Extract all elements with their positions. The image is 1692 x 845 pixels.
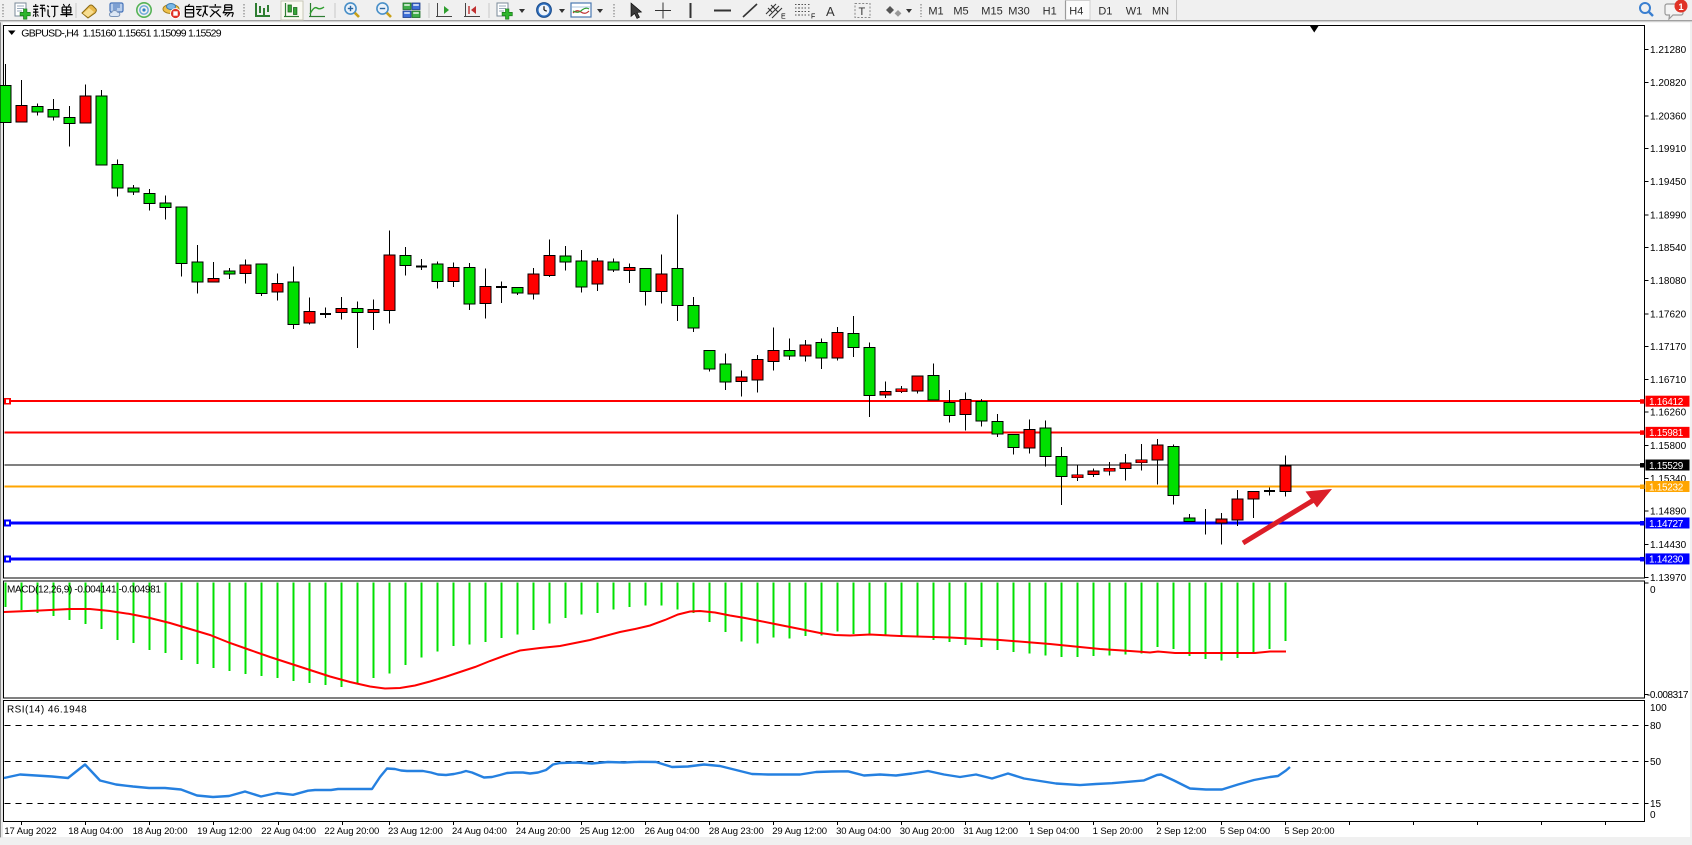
svg-text:1.20360: 1.20360 xyxy=(1650,111,1687,122)
svg-text:1.20820: 1.20820 xyxy=(1650,78,1687,89)
svg-text:2 Sep 12:00: 2 Sep 12:00 xyxy=(1156,826,1206,837)
svg-text:1.14430: 1.14430 xyxy=(1650,540,1687,551)
svg-text:30 Aug 20:00: 30 Aug 20:00 xyxy=(900,826,955,837)
svg-text:1.19910: 1.19910 xyxy=(1650,144,1687,155)
svg-text:1.14230: 1.14230 xyxy=(1649,555,1684,566)
svg-text:H1: H1 xyxy=(1043,6,1057,18)
svg-text:A: A xyxy=(826,4,835,19)
svg-text:100: 100 xyxy=(1650,703,1667,714)
svg-text:1.18080: 1.18080 xyxy=(1650,276,1687,287)
svg-text:1.15529: 1.15529 xyxy=(1649,461,1684,472)
svg-text:5 Sep 20:00: 5 Sep 20:00 xyxy=(1284,826,1334,837)
svg-text:MN: MN xyxy=(1152,6,1169,18)
svg-text:T: T xyxy=(859,6,866,18)
svg-text:18 Aug 20:00: 18 Aug 20:00 xyxy=(133,826,188,837)
svg-text:0: 0 xyxy=(1650,810,1656,821)
svg-text:1 Sep 20:00: 1 Sep 20:00 xyxy=(1093,826,1143,837)
svg-text:1.16260: 1.16260 xyxy=(1650,408,1687,419)
svg-text:F: F xyxy=(811,14,815,21)
svg-text:28 Aug 23:00: 28 Aug 23:00 xyxy=(709,826,764,837)
svg-text:1.18540: 1.18540 xyxy=(1650,243,1687,254)
svg-text:M15: M15 xyxy=(981,6,1002,18)
svg-text:M5: M5 xyxy=(953,6,968,18)
svg-text:22 Aug 04:00: 22 Aug 04:00 xyxy=(261,826,316,837)
svg-text:1.15981: 1.15981 xyxy=(1649,428,1684,439)
svg-text:23 Aug 12:00: 23 Aug 12:00 xyxy=(388,826,443,837)
svg-text:24 Aug 20:00: 24 Aug 20:00 xyxy=(516,826,571,837)
svg-text:1.15232: 1.15232 xyxy=(1649,482,1684,493)
svg-text:1.15340: 1.15340 xyxy=(1650,474,1687,485)
svg-text:RSI(14) 46.1948: RSI(14) 46.1948 xyxy=(7,705,87,716)
svg-text:M1: M1 xyxy=(928,6,943,18)
svg-text:MACD(12,26,9) -0.004141 -0.004: MACD(12,26,9) -0.004141 -0.004981 xyxy=(7,585,161,596)
svg-text:30 Aug 04:00: 30 Aug 04:00 xyxy=(836,826,891,837)
svg-text:1.16710: 1.16710 xyxy=(1650,375,1687,386)
svg-text:22 Aug 20:00: 22 Aug 20:00 xyxy=(324,826,379,837)
svg-text:1.16412: 1.16412 xyxy=(1649,397,1684,408)
svg-text:1.15800: 1.15800 xyxy=(1650,441,1687,452)
svg-text:E: E xyxy=(781,14,786,21)
svg-text:H4: H4 xyxy=(1069,6,1083,18)
svg-text:31 Aug 12:00: 31 Aug 12:00 xyxy=(963,826,1018,837)
svg-text:1.21280: 1.21280 xyxy=(1650,45,1687,56)
svg-text:1.14890: 1.14890 xyxy=(1650,507,1687,518)
svg-text:15: 15 xyxy=(1650,799,1662,810)
svg-text:24 Aug 04:00: 24 Aug 04:00 xyxy=(452,826,507,837)
svg-text:1.19450: 1.19450 xyxy=(1650,177,1687,188)
svg-text:5 Sep 04:00: 5 Sep 04:00 xyxy=(1220,826,1270,837)
svg-text:17 Aug 2022: 17 Aug 2022 xyxy=(4,826,56,837)
svg-text:1: 1 xyxy=(1678,2,1684,13)
svg-text:W1: W1 xyxy=(1126,6,1143,18)
svg-text:1.13970: 1.13970 xyxy=(1650,573,1687,584)
svg-text:25 Aug 12:00: 25 Aug 12:00 xyxy=(580,826,635,837)
svg-text:GBPUSD-,H4 1.15160 1.15651 1.: GBPUSD-,H4 1.15160 1.15651 1.15099 1.155… xyxy=(21,28,222,40)
svg-text:1.17170: 1.17170 xyxy=(1650,342,1687,353)
svg-text:1.14727: 1.14727 xyxy=(1649,519,1684,530)
svg-text:50: 50 xyxy=(1650,757,1662,768)
svg-text:1.17620: 1.17620 xyxy=(1650,309,1687,320)
svg-text:-0.008317: -0.008317 xyxy=(1647,690,1689,701)
svg-text:29 Aug 12:00: 29 Aug 12:00 xyxy=(772,826,827,837)
svg-text:80: 80 xyxy=(1650,721,1662,732)
svg-text:M30: M30 xyxy=(1008,6,1029,18)
svg-text:26 Aug 04:00: 26 Aug 04:00 xyxy=(645,826,700,837)
svg-text:0: 0 xyxy=(1650,585,1656,596)
svg-text:18 Aug 04:00: 18 Aug 04:00 xyxy=(68,826,123,837)
svg-text:1 Sep 04:00: 1 Sep 04:00 xyxy=(1029,826,1079,837)
svg-text:19 Aug 12:00: 19 Aug 12:00 xyxy=(197,826,252,837)
svg-text:1.18990: 1.18990 xyxy=(1650,210,1687,221)
svg-text:D1: D1 xyxy=(1098,6,1112,18)
